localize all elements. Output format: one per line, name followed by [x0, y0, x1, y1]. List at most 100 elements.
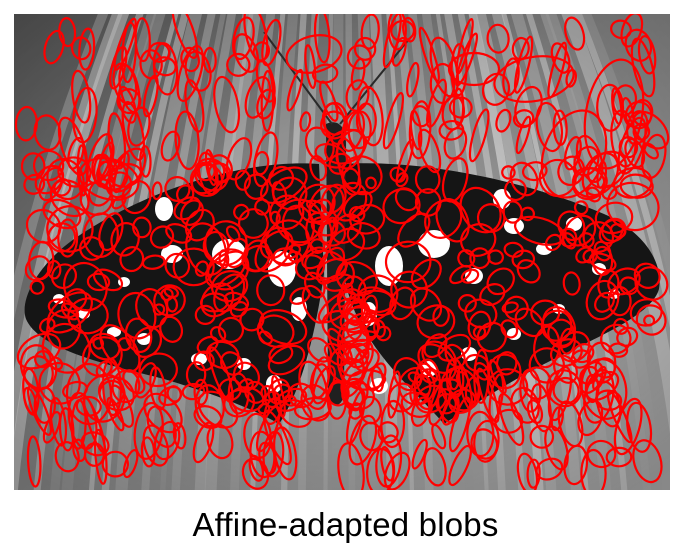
blob-ellipse [151, 181, 163, 201]
blob-ellipse [476, 203, 506, 233]
blob-ellipse [122, 449, 139, 479]
blob-ellipse [57, 218, 79, 258]
blob-ellipse [208, 346, 234, 404]
blob-ellipse [345, 382, 365, 412]
blob-ellipse [29, 279, 45, 295]
blob-ellipse [39, 317, 56, 334]
blob-ellipse [605, 446, 633, 468]
blob-ellipse [371, 365, 385, 393]
blob-ellipse [557, 210, 586, 242]
blob-ellipse [377, 421, 399, 444]
blob-ellipse [572, 343, 595, 364]
blob-ellipse [563, 444, 589, 486]
blob-ellipse [258, 309, 308, 346]
blob-ellipse [632, 439, 663, 484]
blob-ellipse [207, 248, 250, 291]
blob-ellipse [78, 27, 96, 71]
blob-ellipse [544, 425, 569, 471]
blob-ellipse [563, 136, 582, 171]
blob-ellipse [476, 367, 500, 423]
blob-ellipse [142, 424, 170, 467]
blob-ellipse [529, 424, 555, 449]
blob-ellipse [338, 288, 367, 323]
blob-ellipse [564, 214, 597, 247]
blob-ellipse [160, 130, 181, 162]
blob-ellipse [365, 176, 377, 190]
blob-ellipse [387, 370, 402, 419]
blob-ellipse [346, 44, 372, 70]
blob-ellipse [134, 17, 151, 63]
blob-ellipse [256, 314, 295, 348]
blob-ellipse [267, 344, 306, 376]
blob-ellipse [283, 244, 302, 260]
blob-ellipse [423, 447, 447, 487]
blob-ellipse [38, 166, 64, 202]
blob-ellipse [515, 115, 532, 155]
blob-ellipse [171, 14, 199, 59]
blob-ellipse [473, 348, 490, 404]
blob-ellipse [395, 138, 415, 183]
blob-ellipse [331, 213, 362, 244]
blob-ellipse [411, 105, 431, 128]
blob-ellipse [127, 106, 151, 147]
blob-ellipse [273, 383, 293, 403]
blob-ellipse [448, 396, 472, 453]
blob-ellipse [441, 94, 466, 131]
blob-ellipses [14, 14, 670, 490]
blob-ellipse [299, 111, 312, 132]
blob-ellipse [559, 327, 577, 355]
blob-ellipse [202, 46, 217, 74]
blob-ellipse [417, 343, 457, 382]
blob-ellipse [486, 267, 515, 296]
blob-ellipse [86, 272, 111, 292]
blob-ellipse [67, 136, 85, 170]
blob-ellipse [193, 378, 209, 406]
blob-ellipse [153, 284, 186, 317]
blob-ellipse [583, 58, 645, 170]
blob-ellipse [375, 325, 392, 342]
blob-ellipse [600, 323, 632, 355]
blob-ellipse [498, 392, 525, 446]
blob-ellipse [580, 448, 607, 490]
blob-ellipse [83, 396, 106, 454]
blob-ellipse [91, 153, 111, 188]
blob-ellipse [54, 441, 80, 473]
blob-ellipse [414, 384, 448, 414]
blob-ellipse [345, 79, 370, 112]
blob-ellipse [58, 17, 77, 48]
blob-ellipse [513, 35, 534, 94]
blob-ellipse [321, 101, 348, 136]
blob-ellipse [70, 36, 92, 61]
blob-ellipse [272, 176, 308, 211]
blob-ellipse [312, 365, 336, 405]
blob-ellipse [384, 240, 432, 284]
blob-ellipse [98, 212, 124, 252]
blob-ellipse [286, 68, 304, 112]
blob-ellipse [71, 69, 92, 124]
blob-ellipse [540, 109, 608, 199]
blob-ellipse [564, 16, 586, 51]
blob-ellipse [22, 367, 40, 415]
blob-ellipse [308, 184, 345, 226]
blob-ellipse [598, 218, 624, 245]
blob-ellipse [99, 324, 141, 373]
blob-ellipse [509, 161, 539, 197]
blob-ellipse [544, 233, 562, 252]
butterfly-photo-with-blob-overlay [14, 14, 670, 490]
blob-ellipse [620, 14, 644, 48]
blob-ellipse [336, 137, 361, 190]
blob-ellipse [226, 52, 251, 77]
blob-ellipse [390, 19, 416, 43]
blob-ellipse [301, 284, 330, 324]
blob-ellipse [382, 188, 421, 225]
blob-ellipse [33, 114, 62, 151]
blob-ellipse [101, 450, 129, 478]
blob-ellipse [489, 359, 507, 395]
blob-ellipse [501, 301, 519, 314]
blob-ellipse [514, 85, 543, 128]
blob-ellipse [349, 203, 386, 235]
blob-ellipse [359, 421, 384, 452]
blob-ellipse [272, 247, 298, 267]
blob-ellipse [415, 373, 432, 396]
blob-ellipse [437, 333, 472, 362]
